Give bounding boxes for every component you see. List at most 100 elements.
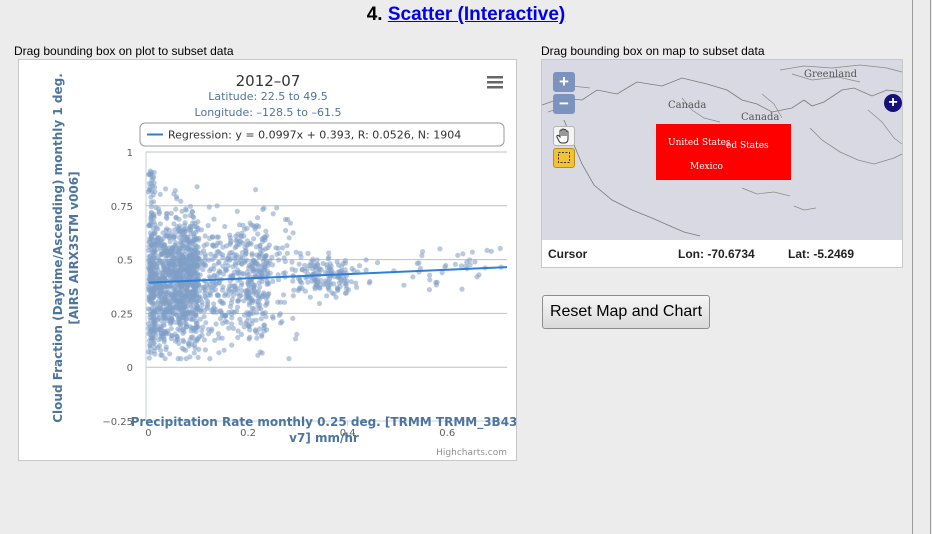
scatter-point	[452, 261, 458, 267]
scatter-point	[196, 235, 202, 241]
scatter-point	[155, 276, 161, 282]
map-bounding-box[interactable]: United States ed States Mexico	[656, 124, 791, 180]
map-view[interactable]: Greenland Canada Canada United States ed…	[542, 60, 902, 240]
scatter-point	[222, 318, 228, 324]
scatter-point	[291, 287, 297, 293]
scatter-point	[229, 321, 235, 327]
scatter-point	[208, 266, 214, 272]
scatter-point	[157, 327, 163, 333]
chart-subtitle-longitude: Longitude: –128.5 to –61.5	[195, 106, 342, 119]
scatter-point	[202, 251, 208, 258]
zoom-out-button[interactable]: −	[553, 94, 575, 114]
scatter-point	[467, 262, 473, 268]
scatter-point	[180, 337, 186, 343]
scatter-point	[152, 241, 158, 247]
scatter-point	[239, 280, 245, 286]
chart-menu-icon[interactable]	[486, 75, 504, 91]
scatter-point	[416, 260, 422, 266]
chart-legend[interactable]: Regression: y = 0.0997x + 0.393, R: 0.05…	[139, 122, 505, 147]
scatter-point	[153, 204, 159, 211]
scatter-point	[246, 336, 252, 342]
scatter-point	[229, 283, 235, 289]
scatter-point	[187, 324, 193, 330]
pan-hand-button[interactable]	[553, 126, 575, 146]
hand-icon	[556, 128, 569, 144]
scatter-point	[297, 285, 303, 291]
scatter-point	[196, 346, 202, 352]
zoom-in-button[interactable]: +	[553, 72, 575, 92]
x-axis-title-line2: v7] mm/hr	[289, 431, 359, 445]
scatter-point	[179, 228, 185, 234]
scatter-point	[292, 336, 299, 342]
scatter-point	[286, 356, 292, 362]
scatter-point	[202, 284, 208, 290]
scatter-point	[190, 334, 196, 340]
scatter-point	[200, 267, 206, 273]
scatter-point	[203, 263, 209, 269]
scatter-point	[257, 326, 263, 332]
scatter-point	[229, 315, 235, 321]
scatter-point	[254, 335, 260, 341]
scatter-point	[294, 331, 300, 337]
scatter-point	[148, 335, 154, 341]
scatter-point	[458, 263, 464, 269]
scatter-point	[229, 342, 235, 348]
map-label-canada: Canada	[668, 100, 707, 111]
scatter-point	[342, 260, 348, 266]
scatter-point	[488, 248, 494, 254]
scatter-point	[187, 239, 193, 245]
scatter-point	[155, 266, 161, 272]
scatter-point	[307, 294, 313, 300]
scatter-point	[325, 256, 331, 262]
scatter-point	[235, 304, 241, 310]
scatter-point	[261, 328, 267, 334]
reset-map-and-chart-button[interactable]: Reset Map and Chart	[542, 295, 710, 329]
scatter-point	[484, 247, 490, 253]
scatter-point	[279, 319, 285, 325]
scatter-point	[261, 234, 267, 240]
scatter-point	[290, 315, 296, 321]
scatter-point	[269, 262, 276, 268]
scatter-point	[437, 246, 443, 252]
scatter-chart[interactable]: 2012–07 Latitude: 22.5 to 49.5 Longitude…	[19, 60, 516, 460]
scatter-point	[234, 208, 240, 214]
scatter-point	[161, 322, 167, 328]
scatter-point	[203, 320, 209, 326]
scatter-interactive-link[interactable]: Scatter (Interactive)	[387, 4, 566, 25]
scatter-point	[296, 261, 302, 267]
layer-switcher-button[interactable]: +	[884, 94, 902, 112]
y-tick-label: 0.75	[111, 202, 133, 213]
scatter-point	[168, 321, 174, 327]
scatter-point	[426, 287, 432, 293]
scatter-point	[201, 313, 207, 320]
scatter-point	[189, 294, 195, 300]
scatter-point	[336, 262, 342, 268]
scatter-point	[336, 268, 343, 275]
scatter-point	[284, 250, 290, 256]
draw-box-button[interactable]	[553, 148, 575, 168]
scatter-point	[194, 305, 200, 311]
scatter-point	[342, 290, 348, 296]
scatter-point	[338, 276, 344, 282]
scatter-point	[254, 222, 260, 229]
scatter-point	[164, 291, 170, 297]
scatter-point	[150, 327, 157, 333]
scatter-point	[214, 203, 220, 209]
legend-regression-label: Regression: y = 0.0997x + 0.393, R: 0.05…	[168, 129, 461, 142]
scatter-point	[190, 273, 196, 279]
scatter-point	[363, 267, 369, 273]
scatter-point	[225, 255, 231, 261]
scatter-point	[178, 261, 184, 268]
scatter-point	[220, 284, 226, 290]
scatter-point	[177, 321, 183, 327]
scatter-chart-panel[interactable]: 2012–07 Latitude: 22.5 to 49.5 Longitude…	[18, 59, 517, 461]
scatter-point	[165, 331, 172, 337]
scatter-point	[169, 316, 175, 322]
scatter-point	[420, 249, 426, 255]
chart-credits[interactable]: Highcharts.com	[436, 448, 507, 458]
scatter-point	[259, 311, 265, 317]
scatter-point	[184, 294, 190, 300]
scatter-point	[241, 324, 247, 330]
scatter-point	[148, 242, 154, 249]
scatter-point	[157, 191, 163, 197]
